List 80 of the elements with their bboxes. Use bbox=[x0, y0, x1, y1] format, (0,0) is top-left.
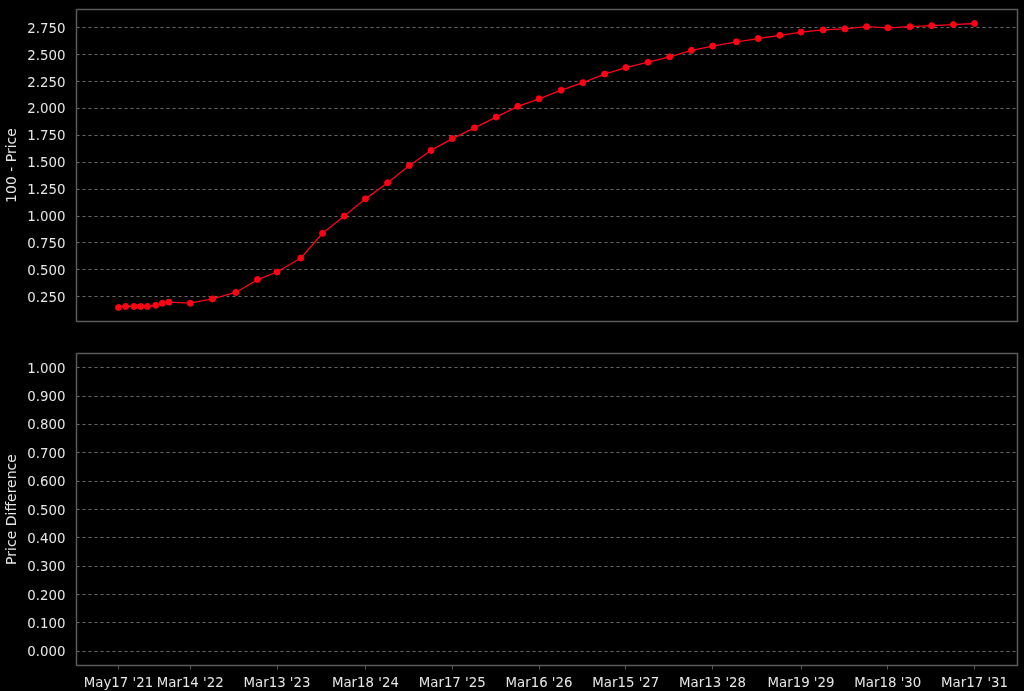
y-tick-label: 1.500 bbox=[27, 155, 66, 171]
y-tick-label: 0.300 bbox=[27, 559, 66, 575]
point bbox=[557, 86, 565, 94]
x-tick-label: Mar19 '29 bbox=[767, 674, 835, 690]
point bbox=[776, 31, 784, 39]
y-axis-title: Price Difference bbox=[3, 454, 20, 565]
x-tick-label: Mar14 '22 bbox=[156, 674, 224, 690]
point bbox=[492, 113, 500, 121]
x-tick-label: Mar13 '23 bbox=[243, 674, 311, 690]
point bbox=[470, 124, 478, 132]
point bbox=[122, 302, 130, 310]
y-tick-label: 1.250 bbox=[27, 182, 66, 198]
y-axis-title: 100 - Price bbox=[3, 128, 20, 203]
x-tick-label: Mar18 '30 bbox=[854, 674, 922, 690]
y-tick-label: 0.500 bbox=[27, 262, 66, 278]
y-tick-label: 0.800 bbox=[27, 417, 66, 433]
x-tick-label: Mar16 '26 bbox=[505, 674, 573, 690]
point bbox=[273, 268, 281, 276]
point bbox=[971, 19, 979, 27]
point bbox=[319, 229, 327, 237]
point bbox=[579, 79, 587, 87]
point bbox=[732, 38, 740, 46]
point bbox=[405, 162, 413, 169]
x-tick-label: Mar17 '25 bbox=[418, 674, 486, 690]
point bbox=[644, 58, 652, 66]
x-tick-label: May17 '21 bbox=[83, 674, 154, 690]
y-tick-label: 1.000 bbox=[27, 209, 66, 225]
y-tick-label: 1.750 bbox=[27, 128, 66, 144]
y-tick-label: 1.000 bbox=[27, 360, 66, 376]
point bbox=[448, 135, 456, 143]
y-tick-label: 0.100 bbox=[27, 615, 66, 631]
point bbox=[666, 53, 674, 61]
point bbox=[754, 35, 762, 43]
point bbox=[165, 298, 173, 306]
point bbox=[232, 288, 240, 296]
point bbox=[384, 179, 392, 187]
y-tick-label: 0.500 bbox=[27, 502, 66, 518]
point bbox=[863, 23, 871, 31]
point bbox=[928, 22, 936, 30]
point bbox=[514, 102, 522, 110]
point bbox=[427, 146, 435, 154]
x-tick-label: Mar17 '31 bbox=[941, 674, 1009, 690]
point bbox=[137, 302, 145, 310]
point bbox=[253, 276, 261, 284]
point bbox=[114, 304, 122, 312]
point bbox=[361, 195, 369, 203]
y-tick-label: 2.250 bbox=[27, 74, 66, 90]
point bbox=[709, 42, 717, 50]
point bbox=[906, 23, 914, 31]
point bbox=[158, 299, 166, 307]
y-tick-label: 2.750 bbox=[27, 20, 66, 36]
point bbox=[819, 26, 827, 34]
point bbox=[797, 28, 805, 36]
point bbox=[152, 301, 160, 309]
point bbox=[186, 299, 194, 307]
y-tick-label: 2.500 bbox=[27, 47, 66, 63]
x-tick-label: Mar15 '27 bbox=[592, 674, 660, 690]
point bbox=[841, 25, 849, 33]
y-tick-label: 0.600 bbox=[27, 474, 66, 490]
y-tick-label: 0.900 bbox=[27, 389, 66, 405]
point bbox=[687, 46, 695, 54]
y-tick-label: 0.200 bbox=[27, 587, 66, 603]
point bbox=[884, 24, 892, 32]
point bbox=[208, 295, 216, 303]
point bbox=[297, 254, 305, 262]
point bbox=[143, 302, 151, 310]
y-tick-label: 0.000 bbox=[27, 644, 66, 660]
point bbox=[622, 64, 630, 72]
point bbox=[535, 95, 543, 103]
point bbox=[949, 21, 957, 29]
y-tick-label: 2.000 bbox=[27, 101, 66, 117]
y-tick-label: 0.400 bbox=[27, 530, 66, 546]
y-tick-label: 0.750 bbox=[27, 235, 66, 251]
x-tick-label: Mar13 '28 bbox=[679, 674, 747, 690]
point bbox=[130, 302, 138, 310]
y-tick-label: 0.250 bbox=[27, 289, 66, 305]
point bbox=[340, 212, 348, 220]
x-tick-label: Mar18 '24 bbox=[331, 674, 399, 690]
point bbox=[601, 70, 609, 78]
y-tick-label: 0.700 bbox=[27, 445, 66, 461]
